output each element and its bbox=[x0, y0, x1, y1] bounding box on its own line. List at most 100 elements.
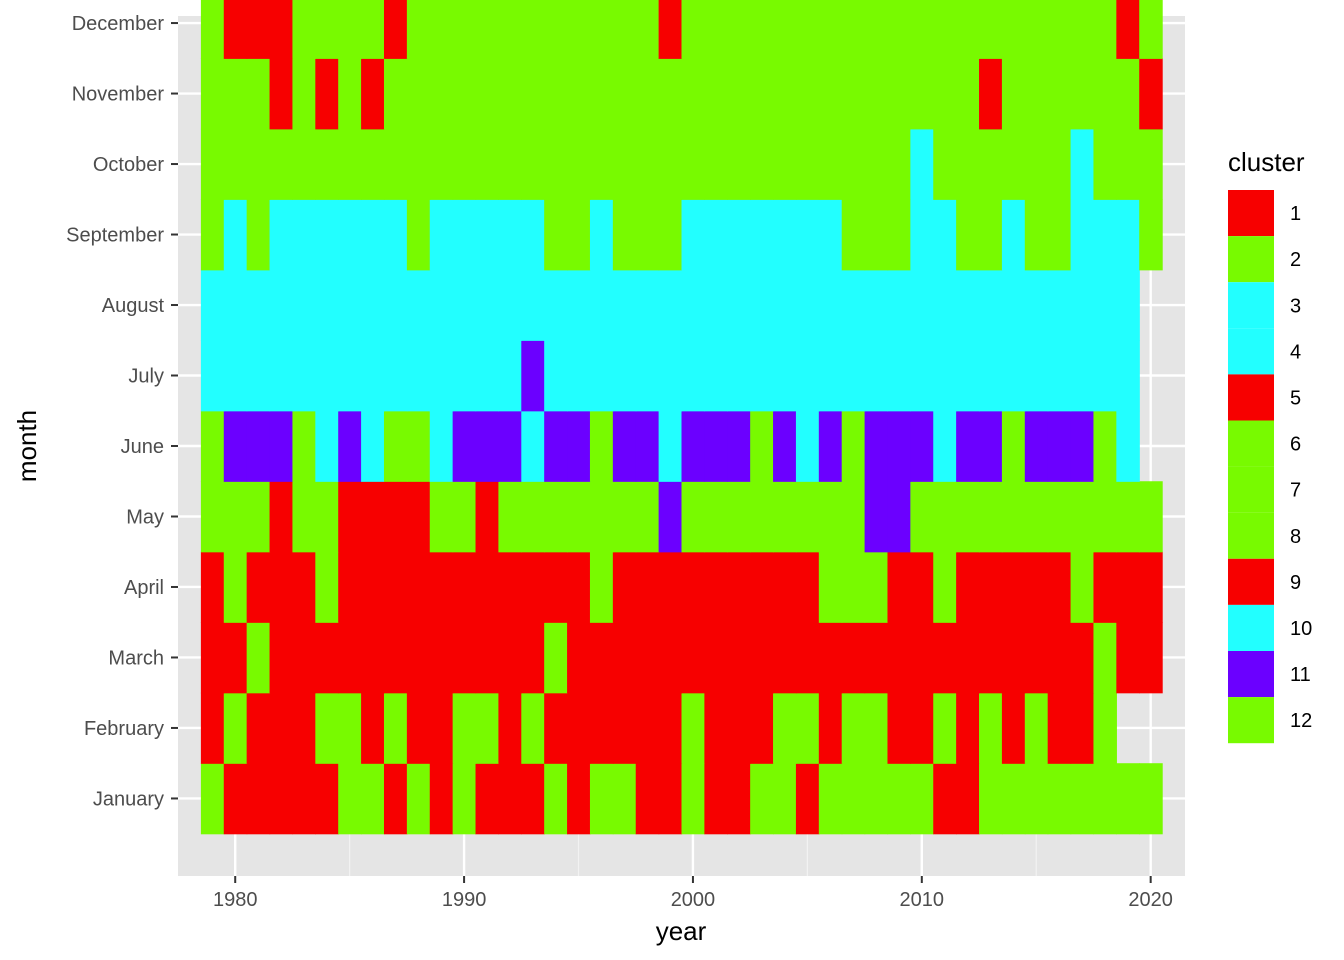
heatmap-cell bbox=[1024, 199, 1049, 271]
heatmap-cell bbox=[704, 199, 728, 271]
heatmap-cell bbox=[1024, 269, 1049, 341]
heatmap-cell bbox=[635, 763, 660, 835]
y-tick-label: April bbox=[124, 577, 164, 599]
heatmap-cell bbox=[727, 269, 751, 341]
heatmap-cell bbox=[1001, 58, 1026, 130]
heatmap-cell bbox=[704, 622, 728, 694]
heatmap-cell bbox=[246, 763, 271, 835]
heatmap-cell bbox=[818, 0, 843, 59]
y-tick-label: February bbox=[84, 718, 164, 740]
heatmap-cell bbox=[1093, 622, 1117, 694]
heatmap-cell bbox=[383, 763, 408, 835]
heatmap-cell bbox=[887, 58, 911, 130]
heatmap-cell bbox=[200, 692, 225, 764]
heatmap-cell bbox=[567, 551, 591, 623]
heatmap-cell bbox=[1070, 763, 1095, 835]
heatmap-cell bbox=[521, 410, 545, 482]
heatmap-cell bbox=[1001, 692, 1026, 764]
heatmap-cell bbox=[979, 692, 1003, 764]
heatmap-cell bbox=[292, 58, 316, 130]
heatmap-cell bbox=[956, 340, 980, 412]
heatmap-cell bbox=[498, 0, 522, 59]
heatmap-cell bbox=[223, 763, 248, 835]
heatmap-cell bbox=[704, 410, 728, 482]
heatmap-cell bbox=[773, 622, 797, 694]
heatmap-cell bbox=[612, 551, 637, 623]
heatmap-cell bbox=[864, 269, 889, 341]
heatmap-cell bbox=[498, 128, 522, 200]
heatmap-cell bbox=[406, 481, 431, 553]
heatmap-cell bbox=[956, 692, 980, 764]
heatmap-cell bbox=[246, 199, 271, 271]
heatmap-cell bbox=[704, 128, 728, 200]
heatmap-cell bbox=[1116, 199, 1140, 271]
heatmap-cell bbox=[521, 199, 545, 271]
heatmap-cell bbox=[292, 692, 316, 764]
y-tick-label: March bbox=[108, 647, 164, 669]
heatmap-cell bbox=[773, 551, 797, 623]
heatmap-cell bbox=[269, 763, 294, 835]
heatmap-cell bbox=[1070, 199, 1095, 271]
heatmap-cell bbox=[1116, 622, 1140, 694]
heatmap-cell bbox=[933, 481, 957, 553]
heatmap-cell bbox=[475, 692, 500, 764]
heatmap-cell bbox=[361, 692, 385, 764]
heatmap-cell bbox=[200, 410, 225, 482]
heatmap-cell bbox=[818, 199, 843, 271]
heatmap-cell bbox=[383, 128, 408, 200]
heatmap-cell bbox=[544, 128, 568, 200]
heatmap-cell bbox=[864, 410, 889, 482]
heatmap-cell bbox=[589, 199, 614, 271]
heatmap-cell bbox=[635, 481, 660, 553]
heatmap-cell bbox=[1070, 551, 1095, 623]
heatmap-cell bbox=[1139, 622, 1163, 694]
heatmap-cell bbox=[200, 551, 225, 623]
heatmap-cell bbox=[475, 622, 500, 694]
heatmap-cell bbox=[498, 199, 522, 271]
heatmap-cell bbox=[887, 763, 911, 835]
heatmap-cell bbox=[1047, 410, 1072, 482]
x-tick-label: 2000 bbox=[671, 889, 716, 911]
heatmap-cell bbox=[315, 0, 339, 59]
heatmap-cell bbox=[635, 622, 660, 694]
heatmap-cell bbox=[269, 269, 294, 341]
heatmap-cell bbox=[1093, 128, 1117, 200]
heatmap-cell bbox=[338, 410, 362, 482]
heatmap-cell bbox=[979, 763, 1003, 835]
heatmap-cell bbox=[269, 128, 294, 200]
heatmap-cell bbox=[1139, 763, 1163, 835]
heatmap-cell bbox=[658, 551, 683, 623]
heatmap-cell bbox=[429, 622, 454, 694]
heatmap-cell bbox=[818, 481, 843, 553]
heatmap-cell bbox=[1093, 551, 1117, 623]
legend-label: 9 bbox=[1290, 572, 1301, 594]
heatmap-cell bbox=[1093, 410, 1117, 482]
heatmap-cell bbox=[681, 410, 705, 482]
heatmap-cell bbox=[429, 0, 454, 59]
heatmap-cell bbox=[795, 340, 820, 412]
heatmap-cell bbox=[589, 269, 614, 341]
heatmap-cell bbox=[1001, 622, 1026, 694]
heatmap-cell bbox=[1024, 551, 1049, 623]
heatmap-cell bbox=[223, 410, 248, 482]
heatmap-cell bbox=[223, 481, 248, 553]
legend-swatch bbox=[1228, 604, 1274, 651]
heatmap-cell bbox=[979, 128, 1003, 200]
heatmap-cell bbox=[544, 199, 568, 271]
heatmap-cell bbox=[383, 269, 408, 341]
heatmap-cell bbox=[658, 481, 683, 553]
heatmap-cell bbox=[383, 692, 408, 764]
heatmap-cell bbox=[704, 0, 728, 59]
heatmap-cell bbox=[429, 692, 454, 764]
heatmap-cell bbox=[567, 58, 591, 130]
heatmap-cell bbox=[910, 340, 934, 412]
heatmap-cell bbox=[544, 340, 568, 412]
legend-label: 5 bbox=[1290, 387, 1301, 409]
heatmap-cell bbox=[956, 763, 980, 835]
heatmap-cell bbox=[406, 692, 431, 764]
heatmap-cell bbox=[933, 410, 957, 482]
heatmap-cell bbox=[1001, 0, 1026, 59]
heatmap-cell bbox=[361, 622, 385, 694]
legend-swatch bbox=[1228, 328, 1274, 375]
heatmap-cell bbox=[1093, 269, 1117, 341]
